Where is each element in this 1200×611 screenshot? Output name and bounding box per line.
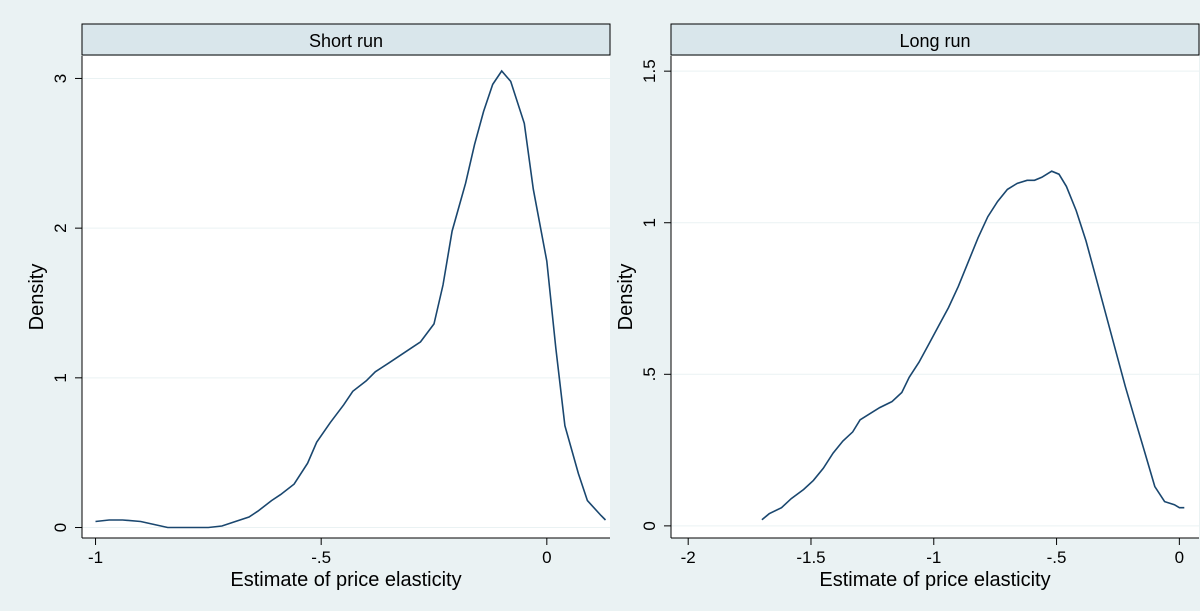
panel-title: Short run [309,31,383,51]
y-tick-label: 1 [640,218,659,227]
panel-strip [670,23,1200,56]
x-tick-label: -1 [926,548,941,567]
panel-long-run: Long run 0 .5 1 1.5 -2 -1.5 -1 -.5 0 Estimate of… [615,23,1200,591]
y-axis-label: Density [26,264,48,331]
x-tick-label: 0 [1175,548,1184,567]
density-line [95,69,607,529]
y-tick-label: .5 [640,367,659,381]
x-tick-label: 0 [542,548,551,567]
x-tick-label: -.5 [311,548,331,567]
x-tick-label: -2 [681,548,696,567]
x-axis-label: Estimate of price elasticity [819,569,1050,591]
density-line [761,170,1185,521]
x-tick-label: -1 [88,548,103,567]
y-tick-label: 2 [51,223,70,232]
panel-short-run: Short run 0 1 2 3 -1 -.5 0 Estimate of price e… [26,23,611,591]
plot-area [671,56,1199,538]
y-tick-label: 0 [640,521,659,530]
y-tick-label: 1.5 [640,59,659,83]
y-axis-label: Density [615,264,637,331]
y-tick-label: 1 [51,373,70,382]
plot-area [82,56,610,538]
y-tick-label: 3 [51,74,70,83]
x-tick-label: -.5 [1047,548,1067,567]
y-tick-label: 0 [51,523,70,532]
x-tick-label: -1.5 [796,548,825,567]
panel-title: Long run [899,31,970,51]
panel-strip [81,23,611,56]
x-axis-label: Estimate of price elasticity [230,569,461,591]
